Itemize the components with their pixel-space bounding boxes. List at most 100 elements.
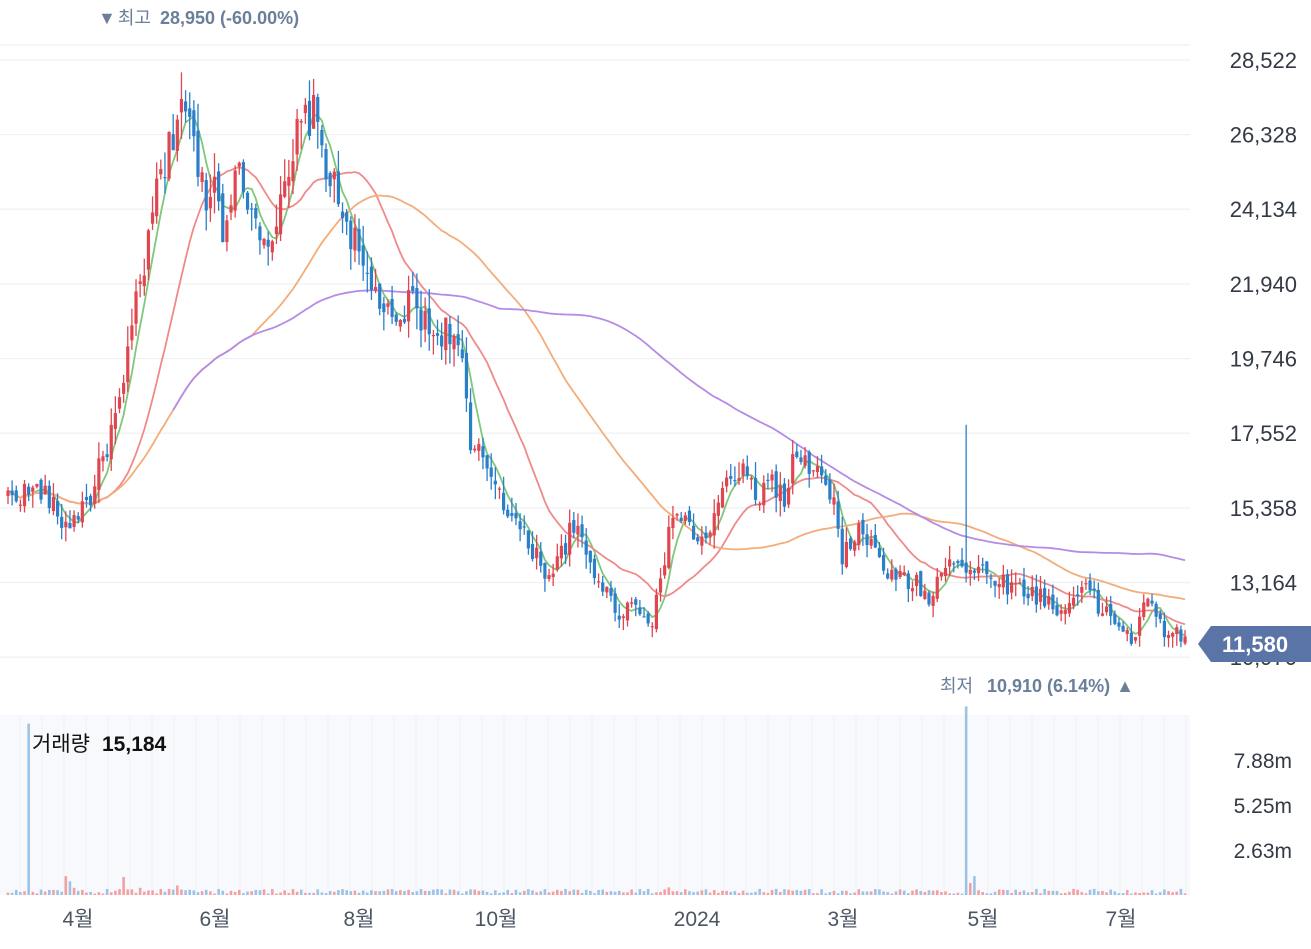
volume-bar xyxy=(634,892,638,895)
candle-body xyxy=(1125,630,1129,634)
candle-body xyxy=(704,532,708,539)
volume-bar xyxy=(361,890,365,895)
candle-body xyxy=(981,564,985,566)
volume-bar xyxy=(217,889,220,895)
volume-axis: 7.88m 5.25m 2.63m xyxy=(1234,750,1292,863)
candle-body xyxy=(919,571,923,597)
volume-bar xyxy=(861,891,865,895)
time-tick-label: 3월 xyxy=(828,908,859,931)
candle-body xyxy=(452,336,456,350)
volume-bar xyxy=(324,893,328,895)
volume-bar xyxy=(638,889,642,895)
time-tick-label: 8월 xyxy=(344,908,375,931)
volume-bar xyxy=(803,889,807,895)
volume-bar xyxy=(874,888,877,895)
candle-body xyxy=(1154,603,1158,617)
volume-bar xyxy=(295,891,299,895)
volume-bar xyxy=(1150,890,1154,895)
candle-body xyxy=(927,592,931,605)
candle-body xyxy=(563,543,568,555)
price-tick-label: 21,940 xyxy=(1230,272,1297,297)
volume-bar xyxy=(171,889,175,895)
moving-averages xyxy=(7,114,1186,636)
candle-body xyxy=(638,607,642,615)
volume-bar xyxy=(237,889,241,895)
volume-bar xyxy=(1146,892,1150,895)
candle-body xyxy=(1146,598,1150,607)
volume-tick-label: 2.63m xyxy=(1234,840,1292,863)
volume-bar xyxy=(180,889,183,895)
candle-body xyxy=(369,266,374,291)
candle-body xyxy=(1183,636,1187,644)
time-tick-label: 7월 xyxy=(1106,908,1137,931)
volume-bar xyxy=(382,890,386,895)
candle-body xyxy=(506,509,510,517)
candle-body xyxy=(1005,574,1010,595)
volume-bar xyxy=(890,893,894,895)
volume-bar xyxy=(411,892,415,895)
candle-body xyxy=(192,110,196,137)
volume-bar xyxy=(1158,892,1162,895)
candle-body xyxy=(753,477,758,500)
candle-body xyxy=(27,486,31,495)
candle-body xyxy=(97,458,101,490)
volume-bar xyxy=(956,892,960,895)
low-annotation-value: 10,910 (6.14%) ▲ xyxy=(987,676,1134,696)
candle-body xyxy=(526,530,530,549)
candle-body xyxy=(625,602,630,621)
volume-bar xyxy=(345,890,348,895)
volume-bar xyxy=(1055,890,1059,895)
volume-bar xyxy=(176,885,179,895)
candle-body xyxy=(894,569,898,580)
volume-bar xyxy=(494,890,497,895)
candle-body xyxy=(407,290,411,322)
volume-bar xyxy=(485,891,489,895)
volume-bar xyxy=(1072,888,1075,895)
candle-body xyxy=(683,515,687,521)
volume-bar xyxy=(510,893,514,895)
candle-body xyxy=(365,272,369,274)
candle-body xyxy=(559,545,564,559)
candle-body xyxy=(183,101,188,112)
candle-body xyxy=(592,558,597,579)
candle-body xyxy=(522,526,526,528)
candle-body xyxy=(733,480,737,482)
volume-bar xyxy=(989,893,993,895)
candle-body xyxy=(609,588,613,596)
volume-bar xyxy=(221,890,225,895)
volume-bar xyxy=(506,889,510,895)
volume-bar xyxy=(432,889,435,895)
high-annotation: ▼ 최고 28,950 (-60.00%) xyxy=(98,8,299,28)
candle-body xyxy=(138,281,142,285)
candle-body xyxy=(658,578,663,593)
candle-body xyxy=(468,402,473,451)
volume-bar xyxy=(114,890,117,895)
candle-body xyxy=(514,512,518,519)
candle-body xyxy=(774,471,778,498)
candle-body xyxy=(782,483,787,507)
candle-body xyxy=(671,518,675,529)
volume-bar xyxy=(233,891,237,895)
volume-bar xyxy=(547,892,551,895)
candle-body xyxy=(378,283,382,309)
volume-bar xyxy=(489,893,493,895)
candle-body xyxy=(489,467,493,477)
volume-bar xyxy=(845,890,848,895)
candle-body xyxy=(844,541,848,568)
candle-body xyxy=(307,100,312,136)
volume-bar xyxy=(869,891,873,895)
volume-bar xyxy=(250,891,253,895)
volume-bar xyxy=(81,889,84,895)
candle-body xyxy=(299,120,303,123)
candle-body xyxy=(233,170,237,211)
volume-bar xyxy=(915,889,918,895)
volume-bar xyxy=(448,889,452,895)
volume-bar xyxy=(1171,892,1174,895)
candle-body xyxy=(274,226,279,235)
candle-body xyxy=(241,162,246,193)
volume-bar xyxy=(320,892,324,895)
volume-bar xyxy=(349,891,353,895)
volume-bar xyxy=(101,893,105,895)
volume-bar xyxy=(948,893,951,895)
candle-body xyxy=(353,227,357,251)
